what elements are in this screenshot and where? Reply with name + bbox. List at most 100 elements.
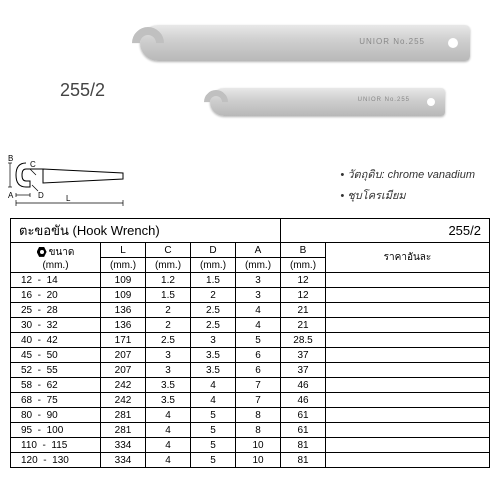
cell-price <box>326 378 490 393</box>
dimension-diagram: B C D A L <box>8 155 128 210</box>
cell-C: 4 <box>146 408 191 423</box>
nut-icon <box>37 247 47 257</box>
cell-B: 46 <box>281 393 326 408</box>
cell-B: 81 <box>281 438 326 453</box>
cell-A: 4 <box>236 318 281 333</box>
wrench-large: UNIOR No.255 <box>140 25 470 61</box>
cell-L: 281 <box>101 423 146 438</box>
cell-D: 5 <box>191 438 236 453</box>
label-A: A <box>8 191 14 200</box>
table-row: 110 - 115334451081 <box>11 438 490 453</box>
cell-L: 109 <box>101 288 146 303</box>
cell-price <box>326 303 490 318</box>
hook-shape <box>125 20 170 65</box>
table-row: 16 - 201091.52312 <box>11 288 490 303</box>
cell-L: 281 <box>101 408 146 423</box>
cell-L: 207 <box>101 348 146 363</box>
hang-hole <box>448 38 458 48</box>
cell-A: 7 <box>236 393 281 408</box>
cell-L: 242 <box>101 378 146 393</box>
cell-L: 171 <box>101 333 146 348</box>
cell-price <box>326 408 490 423</box>
cell-L: 334 <box>101 438 146 453</box>
cell-size: 120 - 130 <box>11 453 101 468</box>
cell-A: 10 <box>236 453 281 468</box>
cell-B: 21 <box>281 318 326 333</box>
table-row: 80 - 9028145861 <box>11 408 490 423</box>
header-A: A <box>236 243 281 258</box>
cell-B: 61 <box>281 423 326 438</box>
cell-price <box>326 453 490 468</box>
cell-B: 12 <box>281 288 326 303</box>
cell-size: 68 - 75 <box>11 393 101 408</box>
cell-A: 10 <box>236 438 281 453</box>
spec-table-container: ตะขอขัน (Hook Wrench) 255/2 ขนาด(mm.) L … <box>10 218 490 468</box>
header-L: L <box>101 243 146 258</box>
cell-C: 4 <box>146 453 191 468</box>
table-row: 120 - 130334451081 <box>11 453 490 468</box>
unit-D: (mm.) <box>191 258 236 273</box>
cell-D: 2 <box>191 288 236 303</box>
brand-label: UNIOR No.255 <box>359 37 425 46</box>
table-row: 58 - 622423.54746 <box>11 378 490 393</box>
cell-D: 3.5 <box>191 348 236 363</box>
cell-B: 37 <box>281 363 326 378</box>
cell-D: 1.5 <box>191 273 236 288</box>
cell-price <box>326 348 490 363</box>
cell-A: 8 <box>236 408 281 423</box>
table-title-row: ตะขอขัน (Hook Wrench) 255/2 <box>11 219 490 243</box>
table-row: 30 - 3213622.5421 <box>11 318 490 333</box>
cell-B: 61 <box>281 408 326 423</box>
table-row: 25 - 2813622.5421 <box>11 303 490 318</box>
label-L: L <box>66 194 71 203</box>
cell-size: 40 - 42 <box>11 333 101 348</box>
table-header-row: ขนาด(mm.) L C D A B ราคาอันละ <box>11 243 490 258</box>
cell-C: 1.5 <box>146 288 191 303</box>
bullet-material: • วัตถุดิบ: chrome vanadium <box>340 165 475 183</box>
cell-size: 45 - 50 <box>11 348 101 363</box>
table-row: 12 - 141091.21.5312 <box>11 273 490 288</box>
unit-C: (mm.) <box>146 258 191 273</box>
cell-A: 7 <box>236 378 281 393</box>
label-D: D <box>38 191 44 200</box>
label-B: B <box>8 155 13 163</box>
cell-L: 334 <box>101 453 146 468</box>
table-ref: 255/2 <box>281 219 490 243</box>
cell-price <box>326 363 490 378</box>
cell-price <box>326 318 490 333</box>
cell-C: 1.2 <box>146 273 191 288</box>
cell-D: 5 <box>191 408 236 423</box>
cell-price <box>326 438 490 453</box>
cell-A: 3 <box>236 273 281 288</box>
unit-A: (mm.) <box>236 258 281 273</box>
cell-size: 58 - 62 <box>11 378 101 393</box>
cell-C: 4 <box>146 438 191 453</box>
hang-hole <box>427 98 435 106</box>
cell-D: 3.5 <box>191 363 236 378</box>
wrench-small: UNIOR No.255 <box>210 88 445 116</box>
bullet-plating: • ชุบโครเมียม <box>340 186 475 204</box>
cell-D: 2.5 <box>191 303 236 318</box>
cell-B: 81 <box>281 453 326 468</box>
spec-table: ตะขอขัน (Hook Wrench) 255/2 ขนาด(mm.) L … <box>10 218 490 468</box>
label-C: C <box>30 160 36 169</box>
cell-size: 52 - 55 <box>11 363 101 378</box>
header-size: ขนาด(mm.) <box>11 243 101 273</box>
cell-C: 2.5 <box>146 333 191 348</box>
cell-B: 12 <box>281 273 326 288</box>
brand-label: UNIOR No.255 <box>358 97 410 103</box>
cell-price <box>326 393 490 408</box>
header-price: ราคาอันละ <box>326 243 490 273</box>
cell-L: 207 <box>101 363 146 378</box>
hook-shape <box>199 85 233 119</box>
cell-price <box>326 273 490 288</box>
cell-A: 4 <box>236 303 281 318</box>
cell-B: 21 <box>281 303 326 318</box>
cell-A: 6 <box>236 363 281 378</box>
cell-price <box>326 423 490 438</box>
cell-C: 3.5 <box>146 393 191 408</box>
cell-A: 3 <box>236 288 281 303</box>
cell-D: 2.5 <box>191 318 236 333</box>
table-title: ตะขอขัน (Hook Wrench) <box>11 219 281 243</box>
cell-size: 16 - 20 <box>11 288 101 303</box>
